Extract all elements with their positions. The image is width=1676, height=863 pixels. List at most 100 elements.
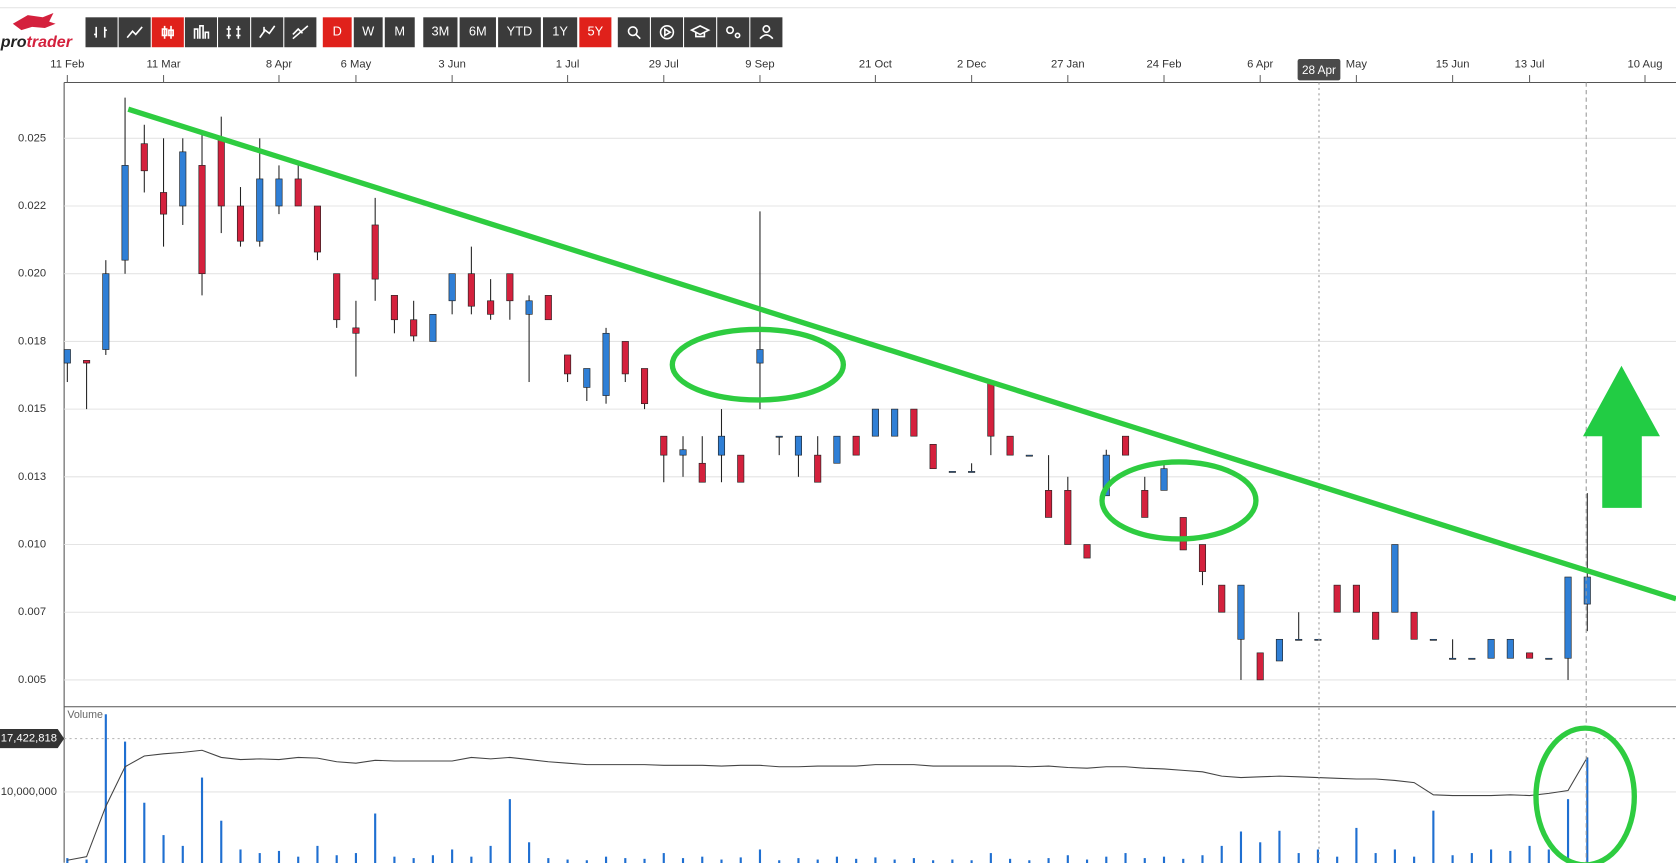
candle-body	[525, 300, 533, 315]
toolbar-button[interactable]: 5Y	[579, 17, 612, 48]
volume-bar	[1490, 849, 1493, 863]
toolbar-button[interactable]	[650, 17, 684, 48]
button-bg	[498, 17, 541, 48]
candle-body	[487, 300, 495, 315]
button-bg	[322, 17, 352, 48]
toolbar-button[interactable]	[118, 17, 151, 48]
candle-body	[660, 435, 668, 456]
candle-body	[698, 462, 706, 483]
volume-title: Volume	[67, 709, 103, 721]
candle-body	[198, 165, 206, 275]
volume-bar	[412, 858, 415, 863]
candle-body	[621, 341, 629, 375]
candle-body	[1025, 454, 1033, 457]
volume-bar	[1047, 858, 1050, 863]
volume-bar	[316, 845, 319, 863]
candle-body	[1083, 544, 1091, 559]
crosshair-label: 28 Apr	[1302, 64, 1336, 77]
volume-average-line	[67, 749, 1588, 861]
volume-bar	[681, 858, 685, 863]
candle-body	[371, 224, 379, 280]
button-label: W	[362, 24, 375, 39]
toolbar-button[interactable]	[151, 17, 184, 48]
button-bg	[542, 17, 578, 48]
toolbar-button[interactable]: D	[322, 17, 352, 48]
candle-body	[1275, 638, 1283, 662]
volume-bar	[1586, 757, 1589, 863]
x-tick-label: 24 Feb	[1147, 58, 1182, 70]
volume-bar	[1085, 859, 1089, 863]
toolbar-button[interactable]	[684, 17, 717, 48]
toolbar-button[interactable]	[284, 17, 317, 48]
toolbar-button[interactable]	[717, 17, 750, 48]
volume-bar	[200, 777, 204, 863]
toolbar-button[interactable]	[184, 17, 217, 48]
toolbar-button[interactable]	[750, 17, 783, 48]
highlight-ellipse	[669, 326, 847, 403]
volume-bar	[739, 857, 742, 863]
toolbar-button[interactable]	[218, 17, 251, 48]
candle-body	[1449, 657, 1457, 660]
candle-body	[160, 192, 168, 215]
toolbar-button[interactable]: M	[384, 17, 415, 48]
candle-body	[833, 435, 841, 464]
volume-bar	[1066, 855, 1069, 863]
x-tick-label: 11 Feb	[50, 58, 84, 70]
candle-body	[852, 435, 860, 456]
volume-bar	[1528, 845, 1531, 863]
volume-bar	[66, 858, 69, 863]
volume-bar	[1316, 849, 1319, 863]
candle-body	[1526, 652, 1534, 659]
candle-body	[1237, 584, 1245, 640]
volume-bar	[297, 856, 300, 863]
toolbar-button[interactable]: YTD	[498, 17, 541, 48]
toolbar-button[interactable]: W	[353, 17, 383, 48]
toolbar-button[interactable]	[251, 17, 284, 48]
button-bg	[423, 17, 458, 48]
y-tick-label: 0.010	[18, 538, 46, 550]
candle-body	[1429, 638, 1437, 641]
toolbar-button[interactable]: 6M	[459, 17, 496, 48]
x-tick-label: 8 Apr	[266, 58, 292, 70]
volume-bar	[258, 853, 261, 863]
candle-body	[775, 435, 783, 438]
candle-body	[390, 295, 398, 321]
volume-bar	[547, 858, 550, 863]
volume-bar	[1201, 855, 1204, 863]
toolbar-button[interactable]: 3M	[423, 17, 458, 48]
button-icon	[627, 26, 641, 40]
candle-body	[1141, 490, 1149, 518]
candle-body	[891, 408, 899, 437]
button-bg	[85, 17, 118, 48]
logo[interactable]: protrader	[0, 13, 73, 51]
candle-body	[63, 349, 71, 364]
candle-body	[1333, 584, 1341, 613]
x-tick-label: 6 Apr	[1247, 58, 1273, 70]
volume-bar	[816, 859, 819, 863]
button-bg	[684, 17, 717, 48]
toolbar: D W M 3M 6M YTD 1Y 5Y	[85, 17, 783, 48]
candle-body	[1064, 490, 1072, 545]
toolbar-button[interactable]: 1Y	[542, 17, 578, 48]
volume-bar	[335, 855, 338, 863]
volume-bar	[354, 853, 358, 863]
volume-bar	[162, 835, 165, 863]
volume-bar	[874, 857, 877, 863]
logo-icon	[12, 13, 56, 31]
x-tick-label: May	[1346, 58, 1368, 70]
candle-body	[737, 454, 745, 483]
y-tick-label: 0.022	[18, 200, 46, 212]
y-tick-label: 0.005	[18, 674, 46, 686]
volume-bar	[912, 858, 915, 863]
toolbar-button[interactable]	[617, 17, 650, 48]
toolbar-button[interactable]	[85, 17, 118, 48]
candle-body	[794, 435, 802, 456]
volume-bar	[1374, 853, 1377, 863]
volume-bar	[1220, 845, 1223, 863]
volume-bar	[470, 856, 473, 863]
volume-tick-label: 17,422,818	[1, 733, 57, 745]
volume-bar	[1162, 856, 1166, 863]
volume-bar	[701, 856, 704, 863]
volume-bar	[1259, 842, 1262, 863]
logo-text: protrader	[0, 33, 73, 51]
